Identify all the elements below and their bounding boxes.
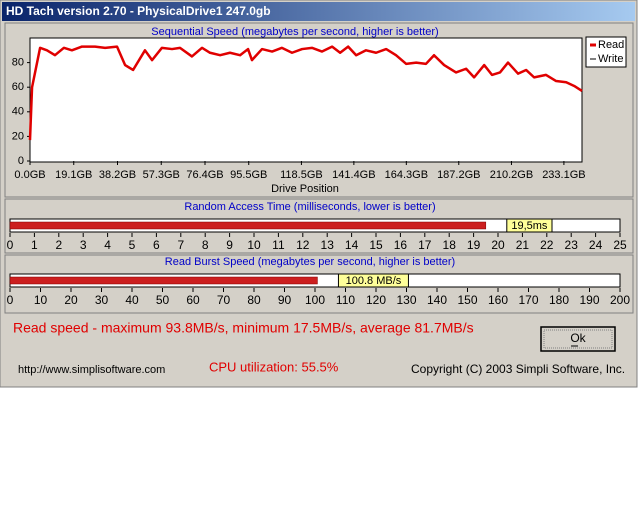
x-tick-label: 190 [579, 293, 599, 307]
title-bar [2, 2, 635, 21]
x-tick-label: 20 [64, 293, 78, 307]
x-tick-label: 60 [186, 293, 200, 307]
x-tick-label: 40 [125, 293, 139, 307]
x-tick-label: 12 [296, 238, 310, 252]
x-tick-label: 150 [457, 293, 477, 307]
x-tick-label: 160 [488, 293, 508, 307]
x-tick-label: 0 [7, 293, 14, 307]
x-tick-label: 95.5GB [230, 169, 267, 181]
x-tick-label: 5 [129, 238, 136, 252]
x-tick-label: 13 [321, 238, 335, 252]
x-tick-label: 70 [217, 293, 231, 307]
x-tick-label: 19.1GB [55, 169, 92, 181]
x-tick-label: 1 [31, 238, 38, 252]
x-tick-label: 233.1GB [542, 169, 585, 181]
summary: Read speed - maximum 93.8MB/s, minimum 1… [13, 320, 474, 336]
x-tick-label: 20 [491, 238, 505, 252]
legend-label: Read [598, 39, 624, 51]
y-tick-label: 40 [12, 106, 24, 118]
x-tick-label: 90 [278, 293, 292, 307]
x-tick-label: 80 [247, 293, 261, 307]
x-tick-label: 141.4GB [332, 169, 375, 181]
value-label-box [337, 273, 409, 288]
value-label: 19,5ms [511, 220, 548, 232]
value-label-box [506, 218, 553, 233]
x-tick-label: 164.3GB [385, 169, 428, 181]
x-tick-label: 120 [366, 293, 386, 307]
x-tick-label: 6 [153, 238, 160, 252]
x-tick-label: 7 [177, 238, 184, 252]
x-tick-label: 30 [95, 293, 109, 307]
chart-title: Sequential Speed (megabytes per second, … [151, 26, 438, 38]
x-tick-label: 24 [589, 238, 603, 252]
x-tick-label: 23 [565, 238, 579, 252]
chart-title: Read Burst Speed (megabytes per second, … [165, 256, 455, 268]
x-tick-label: 110 [336, 293, 355, 307]
x-tick-label: 17 [418, 238, 432, 252]
x-tick-label: 38.2GB [99, 169, 136, 181]
x-tick-label: 21 [516, 238, 530, 252]
x-tick-label: 14 [345, 238, 359, 252]
x-tick-label: 200 [610, 293, 630, 307]
x-tick-label: 10 [34, 293, 48, 307]
button-focus [543, 329, 613, 349]
x-tick-label: 11 [272, 238, 285, 252]
x-tick-label: 0.0GB [14, 169, 45, 181]
x-axis-label: Drive Position [271, 183, 339, 195]
x-tick-label: 9 [226, 238, 233, 252]
x-tick-label: 22 [540, 238, 554, 252]
x-tick-label: 118.5GB [280, 169, 323, 181]
value-label: 100.8 MB/s [346, 275, 402, 287]
x-tick-label: 187.2GB [437, 169, 480, 181]
x-tick-label: 19 [467, 238, 481, 252]
window-title: HD Tach version 2.70 - PhysicalDrive1 24… [6, 4, 271, 18]
legend [585, 36, 627, 68]
y-tick-label: 60 [12, 81, 24, 93]
x-tick-label: 180 [549, 293, 569, 307]
x-tick-label: 10 [247, 238, 261, 252]
x-tick-label: 4 [104, 238, 111, 252]
x-tick-label: 57.3GB [143, 169, 180, 181]
x-tick-label: 50 [156, 293, 170, 307]
url: http://www.simplisoftware.com [18, 364, 165, 376]
x-tick-label: 8 [202, 238, 209, 252]
ok-button[interactable]: Ok [540, 326, 616, 352]
x-tick-label: 210.2GB [490, 169, 533, 181]
x-tick-label: 140 [427, 293, 447, 307]
x-tick-label: 76.4GB [186, 169, 223, 181]
x-tick-label: 0 [7, 238, 14, 252]
x-tick-label: 2 [55, 238, 62, 252]
x-tick-label: 25 [613, 238, 627, 252]
x-tick-label: 18 [443, 238, 457, 252]
y-tick-label: 0 [18, 155, 24, 167]
y-tick-label: 80 [12, 57, 24, 69]
button-label[interactable]: Ok [570, 331, 586, 345]
chart-title: Random Access Time (milliseconds, lower … [184, 201, 435, 213]
x-tick-label: 130 [396, 293, 416, 307]
x-tick-label: 170 [518, 293, 538, 307]
button-frame[interactable] [540, 326, 616, 352]
copyright: Copyright (C) 2003 Simpli Software, Inc. [411, 362, 625, 376]
cpu-utilization: CPU utilization: 55.5% [209, 359, 339, 374]
x-tick-label: 16 [394, 238, 408, 252]
x-tick-label: 3 [80, 238, 87, 252]
x-tick-label: 15 [369, 238, 383, 252]
series-line [28, 45, 583, 141]
plot-area [29, 37, 583, 163]
bar [9, 221, 487, 230]
y-tick-label: 20 [12, 130, 24, 142]
x-tick-label: 100 [305, 293, 325, 307]
bar [9, 276, 318, 285]
legend-label: Write [598, 53, 623, 65]
